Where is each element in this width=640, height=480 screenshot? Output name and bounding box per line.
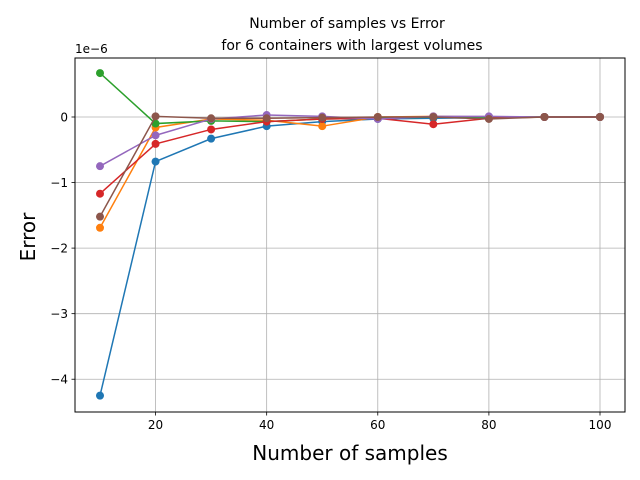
x-tick-label: 80 <box>481 418 496 432</box>
x-axis-label: Number of samples <box>252 441 447 465</box>
grid <box>75 58 625 412</box>
x-tick-label: 40 <box>259 418 274 432</box>
data-point <box>96 212 104 221</box>
y-tick-label: −4 <box>50 373 68 387</box>
data-point <box>151 119 160 128</box>
data-point <box>373 113 382 121</box>
series-6 <box>96 112 604 221</box>
x-tick-label: 100 <box>589 418 612 432</box>
data-point <box>207 125 216 134</box>
data-point <box>151 131 160 140</box>
data-point <box>596 113 604 121</box>
x-tick-label: 60 <box>370 418 385 432</box>
data-point <box>96 69 104 78</box>
series-line <box>99 115 600 229</box>
y-tick-label: −1 <box>50 176 68 190</box>
series-1 <box>96 113 604 400</box>
y-offset-label: 1e−6 <box>75 42 108 56</box>
data-point <box>96 223 104 232</box>
data-point <box>151 157 160 166</box>
y-axis-label: Error <box>16 212 40 262</box>
y-tick-label: −3 <box>50 307 68 321</box>
data-point <box>484 114 493 123</box>
plot-frame <box>74 57 626 413</box>
data-point <box>151 139 160 148</box>
series-line <box>99 72 600 125</box>
data-point <box>429 113 438 121</box>
data-point <box>207 114 216 123</box>
data-point <box>318 122 327 131</box>
chart-title-line2: for 6 containers with largest volumes <box>221 38 482 54</box>
x-tick-label: 20 <box>148 418 163 432</box>
data-point <box>96 189 104 198</box>
series-line <box>99 116 600 396</box>
data-point <box>151 112 160 121</box>
data-point <box>207 134 216 143</box>
series-line <box>99 115 600 218</box>
data-point <box>96 162 104 171</box>
data-point <box>318 113 327 122</box>
ticks: 20 40 60 80 100 −4 −3 −2 −1 0 <box>50 111 611 433</box>
y-tick-label: 0 <box>60 111 68 125</box>
data-point <box>540 113 549 121</box>
data-point <box>96 391 104 400</box>
series-layer <box>96 69 604 400</box>
data-point <box>262 114 271 123</box>
y-tick-label: −2 <box>50 242 68 256</box>
chart-title-line1: Number of samples vs Error <box>249 16 445 32</box>
data-point <box>429 120 438 129</box>
